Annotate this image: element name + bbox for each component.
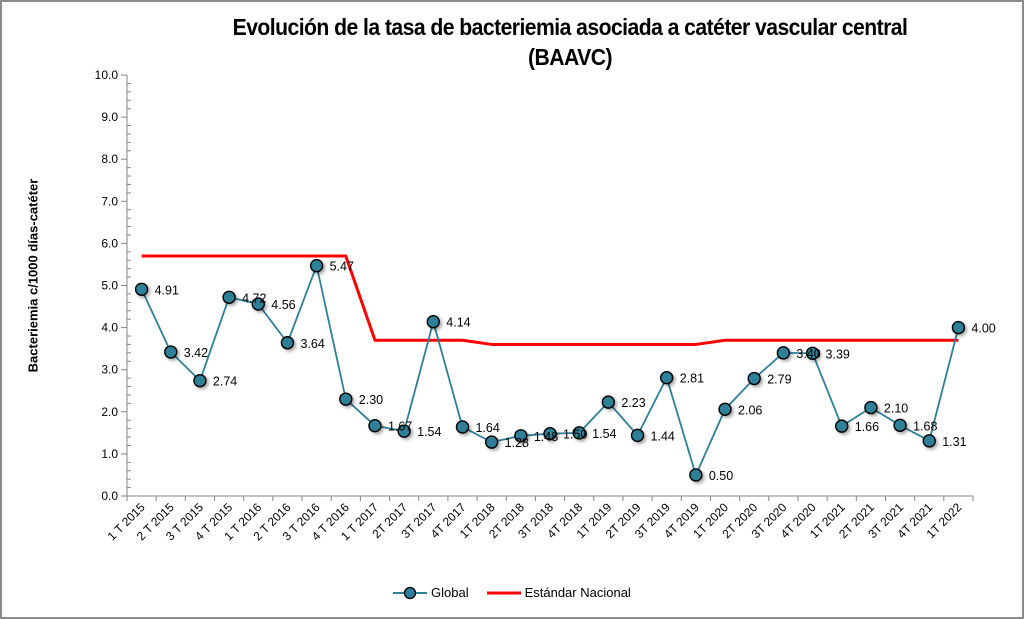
data-point-global <box>426 315 441 329</box>
y-tick-label: 10.0 <box>95 68 119 82</box>
data-label-global: 3.64 <box>300 337 324 351</box>
y-tick-label: 6.0 <box>101 236 118 250</box>
legend-line-standard-icon <box>486 591 521 594</box>
data-label-global: 3.42 <box>184 346 208 360</box>
data-label-global: 1.54 <box>592 427 616 441</box>
data-label-global: 5.47 <box>330 260 354 274</box>
y-tick-label: 7.0 <box>101 194 118 208</box>
data-point-global <box>134 282 149 296</box>
data-label-global: 4.72 <box>242 291 266 305</box>
data-label-global: 2.81 <box>680 372 704 386</box>
data-label-global: 1.48 <box>534 430 558 444</box>
data-point-global <box>893 418 907 432</box>
data-point-global <box>747 371 761 386</box>
chart-title: Evolución de la tasa de bacteriemia asoc… <box>232 14 908 40</box>
data-label-global: 2.10 <box>884 402 908 416</box>
data-label-global: 1.28 <box>505 436 529 450</box>
data-label-global: 2.30 <box>359 393 383 407</box>
data-label-global: 1.66 <box>855 420 879 434</box>
data-label-global: 4.14 <box>446 316 470 330</box>
data-point-global <box>309 259 324 273</box>
data-point-global <box>864 400 878 415</box>
data-point-global <box>397 424 411 438</box>
data-point-global <box>572 426 586 440</box>
legend: Global Estándar Nacional <box>393 585 649 600</box>
data-point-global <box>251 297 265 311</box>
y-tick-label: 8.0 <box>101 152 118 166</box>
data-point-global <box>951 320 966 335</box>
y-tick-label: 0.0 <box>101 489 118 503</box>
data-point-global <box>484 435 499 449</box>
series-line-estandar-nacional <box>141 254 959 346</box>
data-point-global <box>193 373 207 388</box>
data-label-global: 1.68 <box>913 419 937 433</box>
data-point-global <box>922 434 936 448</box>
y-tick-label: 1.0 <box>101 447 118 461</box>
legend-item-standard: Estándar Nacional <box>486 585 631 600</box>
data-label-global: 0.50 <box>709 469 733 483</box>
data-point-global <box>630 428 645 443</box>
data-point-global <box>835 419 849 433</box>
legend-marker-global-icon <box>393 586 427 599</box>
legend-label-global: Global <box>431 585 469 600</box>
y-tick-label: 9.0 <box>101 110 118 124</box>
data-point-global <box>514 429 528 443</box>
data-point-global <box>222 290 236 304</box>
data-point-global <box>718 402 732 416</box>
data-point-global <box>368 418 382 433</box>
data-label-global: 2.74 <box>213 375 237 389</box>
data-label-global: 3.40 <box>796 347 820 361</box>
data-point-global <box>805 346 820 360</box>
data-label-global: 1.50 <box>563 428 587 442</box>
y-tick-label: 5.0 <box>101 279 118 293</box>
data-label-global: 2.23 <box>621 396 645 410</box>
legend-label-standard: Estándar Nacional <box>524 585 631 600</box>
data-label-global: 1.44 <box>651 429 675 443</box>
data-point-global <box>776 346 791 360</box>
data-label-global: 2.06 <box>738 403 762 417</box>
y-tick-label: 2.0 <box>101 405 118 419</box>
data-point-global <box>543 426 557 441</box>
y-tick-label: 3.0 <box>101 363 118 377</box>
data-label-global: 4.00 <box>971 322 995 336</box>
data-point-global <box>689 468 703 482</box>
data-point-global <box>455 420 470 434</box>
data-label-global: 4.91 <box>155 283 179 297</box>
data-label-global: 4.56 <box>271 298 295 312</box>
data-label-global: 2.79 <box>767 373 791 387</box>
chart-subtitle: (BAAVC) <box>528 44 612 70</box>
legend-item-global: Global <box>393 585 469 600</box>
data-label-global: 1.54 <box>417 425 441 439</box>
data-label-global: 1.31 <box>942 435 966 449</box>
y-tick-label: 4.0 <box>101 321 118 335</box>
data-point-global <box>339 392 353 406</box>
data-point-global <box>601 395 616 409</box>
data-point-global <box>164 345 178 359</box>
data-label-global: 3.39 <box>826 347 850 361</box>
data-label-global: 1.67 <box>388 420 412 434</box>
data-label-global: 1.64 <box>475 421 499 435</box>
data-point-global <box>659 370 674 385</box>
data-point-global <box>280 336 295 350</box>
